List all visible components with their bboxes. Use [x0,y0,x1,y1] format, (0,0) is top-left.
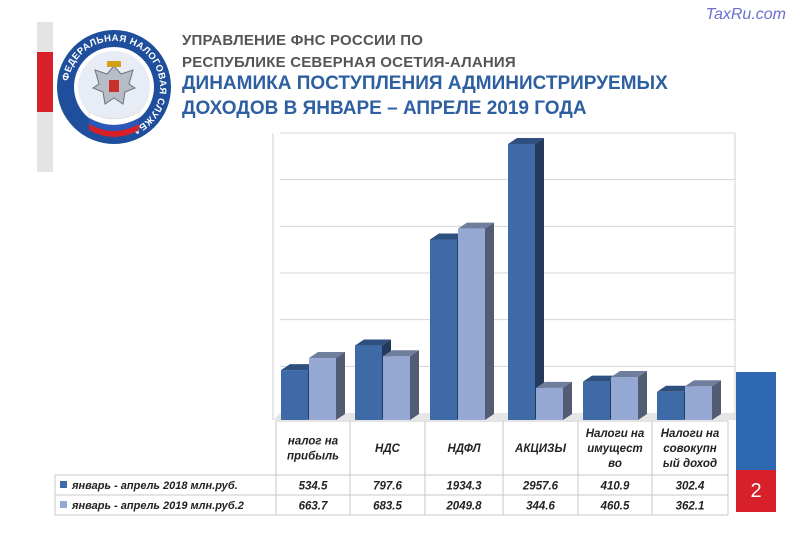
data-value: 534.5 [299,481,328,493]
data-value: 1934.3 [446,481,482,493]
category-label: АКЦИЗЫ [514,443,566,455]
data-value: 410.9 [600,481,630,493]
category-label: Налоги на [661,428,720,440]
category-label: имущест [587,443,643,455]
bar-2019 [458,222,494,420]
bar-2018 [508,137,544,420]
bar-2019 [536,381,572,420]
watermark-text: TaxRu.com [705,6,786,23]
slide-number: 2 [736,470,776,512]
data-value: 663.7 [299,501,328,513]
category-label: прибыль [287,451,339,463]
flag-ribbon-icon [88,111,140,137]
data-value: 683.5 [373,501,402,513]
data-value: 302.4 [676,481,705,493]
slide-title-line2: ДОХОДОВ В ЯНВАРЕ – АПРЕЛЕ 2019 ГОДА [182,98,587,119]
bar-2019 [685,380,721,420]
data-value: 797.6 [373,481,402,493]
category-label: Налоги на [586,428,645,440]
data-value: 460.5 [600,501,630,513]
left-red-accent [37,52,53,112]
org-name-line1: УПРАВЛЕНИЕ ФНС РОССИИ ПО [182,32,424,49]
legend-label: январь - апрель 2019 млн.руб.2 [71,500,244,512]
legend-swatch [60,501,67,508]
data-value: 2957.6 [522,481,559,493]
category-label: ый доход [663,458,717,470]
category-label: совокупн [663,443,716,455]
bar-2019 [611,371,647,420]
bar-2019 [383,350,419,420]
fns-emblem-logo: ФЕДЕРАЛЬНАЯ НАЛОГОВАЯ СЛУЖБА [57,30,171,144]
bar-2018 [657,385,693,420]
data-value: 344.6 [526,501,555,513]
category-label: налог на [288,436,339,448]
data-value: 2049.8 [445,501,482,513]
legend-swatch [60,481,67,488]
category-label: НДС [375,443,401,455]
bar-2019 [309,352,345,420]
category-label: во [608,458,622,470]
org-name-line2: РЕСПУБЛИКЕ СЕВЕРНАЯ ОСЕТИЯ-АЛАНИЯ [182,54,516,71]
eagle-icon [91,61,137,105]
legend-label: январь - апрель 2018 млн.руб. [71,480,238,492]
slide-title-line1: ДИНАМИКА ПОСТУПЛЕНИЯ АДМИНИСТРИРУЕМЫХ [182,73,668,94]
category-label: НДФЛ [447,443,481,455]
data-value: 362.1 [676,501,705,513]
